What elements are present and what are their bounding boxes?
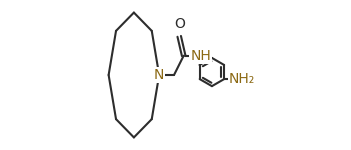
- Text: O: O: [174, 17, 185, 31]
- Text: NH: NH: [190, 49, 211, 63]
- Text: N: N: [154, 68, 164, 82]
- Text: NH₂: NH₂: [228, 72, 254, 86]
